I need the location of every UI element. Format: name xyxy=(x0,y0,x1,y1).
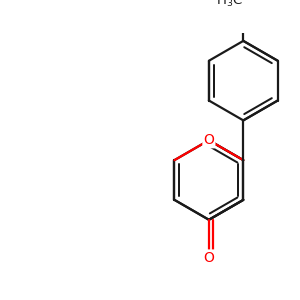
Text: H$_3$C: H$_3$C xyxy=(216,0,243,9)
Text: O: O xyxy=(203,133,214,147)
Text: O: O xyxy=(203,250,214,265)
